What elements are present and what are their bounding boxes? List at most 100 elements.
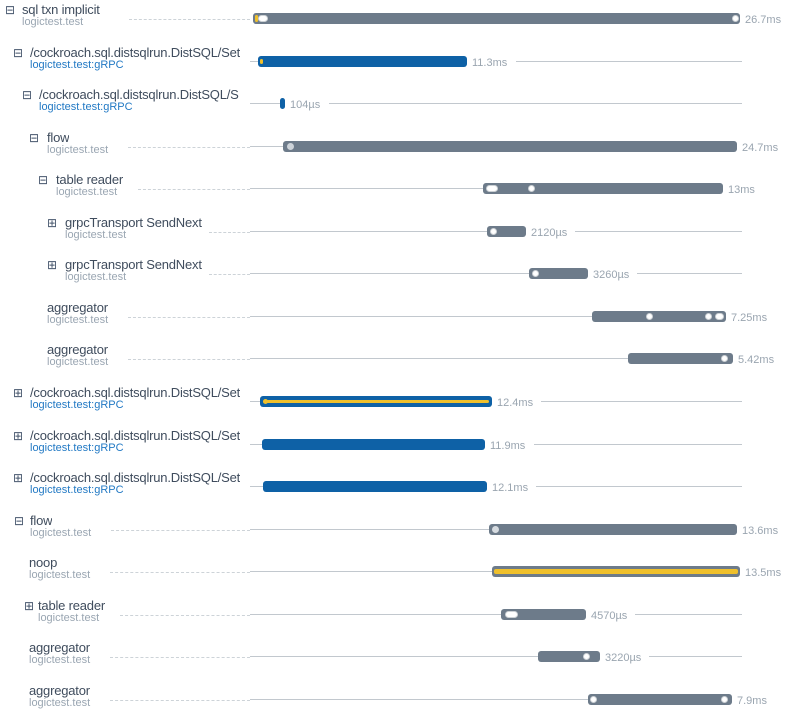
span-subtitle: logictest.test:gRPC (30, 484, 124, 497)
timeline-trailing-line (541, 400, 742, 402)
log-event-dot[interactable] (528, 185, 535, 193)
timeline-leading-line (250, 571, 494, 573)
span-subtitle: logictest.test (56, 186, 118, 199)
span-duration-label: 12.1ms (492, 482, 529, 495)
span-bar[interactable] (529, 268, 588, 280)
span-title[interactable]: aggregator (29, 641, 90, 656)
span-title[interactable]: /cockroach.sql.distsqlrun.DistSQL/S (39, 88, 239, 103)
span-subtitle: logictest.test (29, 569, 91, 582)
log-event-dot[interactable] (263, 398, 268, 404)
expand-icon[interactable]: ⊞ (13, 428, 24, 443)
span-title[interactable]: aggregator (29, 683, 90, 698)
span-bar[interactable] (258, 55, 467, 67)
span-subtitle: logictest.test:gRPC (30, 58, 124, 71)
connector-dashed-line (127, 146, 250, 148)
span-title[interactable]: /cockroach.sql.distsqlrun.DistSQL/Set (30, 385, 241, 400)
timeline-trailing-line (516, 60, 742, 62)
span-bar[interactable] (492, 566, 740, 578)
expand-icon[interactable]: ⊞ (13, 471, 24, 486)
span-row: ⊞ table reader logictest.test 4570µs (0, 599, 786, 642)
log-event-dot[interactable] (532, 270, 539, 278)
span-duration-label: 5.42ms (738, 354, 775, 367)
span-duration-label: 11.3ms (472, 56, 508, 69)
span-title[interactable]: /cockroach.sql.distsqlrun.DistSQL/Set (30, 45, 241, 60)
span-bar[interactable] (487, 225, 526, 237)
expand-icon[interactable]: ⊞ (13, 385, 24, 400)
span-row: ⊟ /cockroach.sql.distsqlrun.DistSQL/Set lo… (0, 46, 786, 89)
span-duration-label: 3260µs (593, 269, 630, 282)
connector-dashed-line (129, 19, 250, 20)
collapse-icon[interactable]: ⊟ (5, 3, 16, 17)
collapse-icon[interactable]: ⊟ (38, 173, 49, 188)
log-event-dot[interactable] (646, 312, 653, 320)
span-duration-label: 13.6ms (742, 524, 779, 537)
span-title[interactable]: flow (47, 130, 70, 145)
expand-icon[interactable]: ⊞ (47, 215, 58, 230)
collapse-icon[interactable]: ⊟ (13, 45, 24, 60)
span-title[interactable]: flow (30, 513, 53, 528)
span-bar[interactable] (280, 98, 285, 110)
log-event-dot[interactable] (490, 227, 497, 235)
span-title[interactable]: grpcTransport SendNext (65, 215, 202, 230)
expand-icon[interactable]: ⊞ (47, 258, 58, 273)
span-title[interactable]: table reader (38, 598, 105, 613)
log-event-dot[interactable] (590, 695, 597, 703)
timeline-leading-line (250, 315, 594, 317)
log-event-dot[interactable] (721, 695, 728, 703)
timeline-trailing-line (637, 273, 742, 275)
span-title[interactable]: /cockroach.sql.distsqlrun.DistSQL/Set (30, 471, 241, 486)
span-row: aggregator logictest.test 3220µs (0, 641, 786, 684)
span-bar[interactable] (262, 438, 485, 450)
span-title[interactable]: aggregator (47, 343, 108, 358)
span-bar[interactable] (489, 523, 737, 535)
log-event-dot[interactable] (583, 653, 590, 661)
span-bar[interactable] (263, 481, 487, 493)
span-bar[interactable] (283, 140, 737, 152)
span-title[interactable]: sql txn implicit (22, 3, 100, 17)
span-bar[interactable] (483, 183, 723, 195)
span-subtitle: logictest.test (29, 696, 91, 709)
collapse-icon[interactable]: ⊟ (14, 513, 25, 528)
log-event-dot[interactable] (492, 525, 499, 533)
span-bar[interactable] (501, 608, 586, 620)
log-event-dot[interactable] (287, 142, 294, 150)
span-bar[interactable] (628, 353, 733, 365)
span-title[interactable]: noop (29, 556, 58, 571)
timeline-leading-line (250, 656, 540, 658)
span-subtitle: logictest.test (29, 654, 91, 667)
expand-icon[interactable]: ⊞ (24, 598, 35, 613)
log-event-dot[interactable] (732, 15, 739, 22)
connector-dashed-line (109, 572, 250, 574)
timeline-leading-line (250, 145, 285, 147)
span-bar[interactable] (588, 693, 732, 705)
span-subtitle: logictest.test (65, 228, 127, 241)
span-bar[interactable] (538, 651, 600, 663)
span-duration-label: 104µs (290, 99, 321, 112)
span-bar[interactable] (253, 13, 740, 24)
log-event-dot[interactable] (486, 185, 498, 193)
span-title[interactable]: /cockroach.sql.distsqlrun.DistSQL/Set (30, 428, 241, 443)
span-title[interactable]: table reader (56, 173, 123, 188)
collapse-icon[interactable]: ⊟ (22, 88, 33, 103)
log-event-dot[interactable] (258, 15, 268, 22)
log-event-dot[interactable] (705, 312, 712, 320)
log-event-dot[interactable] (505, 610, 518, 618)
log-event-dot[interactable] (721, 355, 728, 363)
span-title[interactable]: aggregator (47, 300, 108, 315)
span-bar[interactable] (592, 310, 726, 322)
span-row: noop logictest.test 13.5ms (0, 556, 786, 599)
span-bar[interactable] (260, 395, 492, 407)
log-event-dot[interactable] (255, 15, 258, 22)
span-subtitle: logictest.test:gRPC (39, 101, 133, 114)
connector-dashed-line (127, 316, 250, 318)
span-row: ⊟ table reader logictest.test 13ms (0, 173, 786, 216)
log-event-dot[interactable] (260, 58, 263, 64)
collapse-icon[interactable]: ⊟ (29, 130, 40, 145)
log-event-dot[interactable] (715, 312, 724, 320)
span-duration-label: 13.5ms (745, 567, 782, 580)
span-duration-label: 4570µs (591, 609, 628, 622)
span-title[interactable]: grpcTransport SendNext (65, 258, 202, 273)
span-row: ⊞ grpcTransport SendNext logictest.test 212… (0, 216, 786, 259)
span-bar-stripe (494, 569, 738, 575)
